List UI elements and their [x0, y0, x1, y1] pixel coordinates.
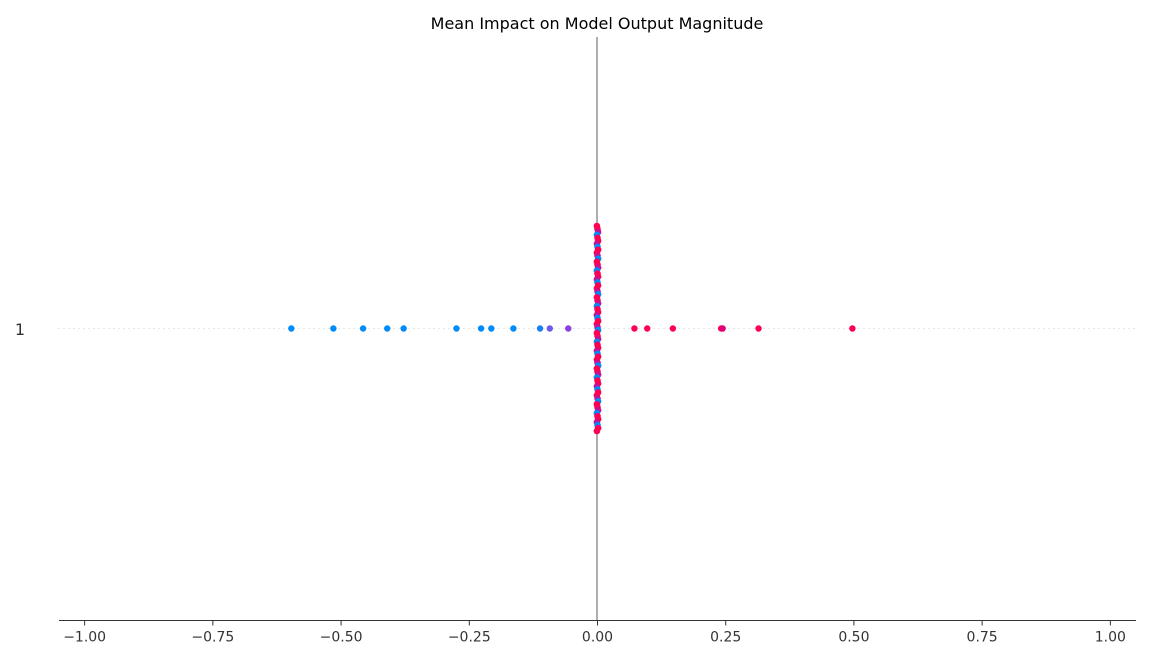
data-point: [565, 325, 572, 332]
x-ticks: −1.00 −0.75 −0.50 −0.25 0.00 0.25 0.50 0.75 1.00: [63, 620, 1126, 646]
x-tick-label: 0.50: [838, 630, 869, 646]
data-points: [288, 325, 856, 332]
x-tick-label: −1.00: [63, 630, 106, 646]
data-point: [488, 325, 495, 332]
data-point: [631, 325, 638, 332]
data-point: [669, 325, 677, 332]
zero-cluster-point: [593, 427, 601, 435]
x-tick-label: 0.75: [967, 630, 998, 646]
x-tick-label: 1.00: [1095, 630, 1126, 646]
zero-cluster: [593, 222, 602, 435]
x-tick-label: −0.25: [448, 630, 491, 646]
data-point: [849, 325, 856, 332]
data-point: [288, 325, 295, 332]
chart-title: Mean Impact on Model Output Magnitude: [431, 14, 764, 33]
x-tick-label: −0.50: [320, 630, 363, 646]
data-point: [536, 325, 544, 332]
data-point: [719, 325, 726, 332]
x-tick-label: 0.25: [710, 630, 741, 646]
x-tick-label: −0.75: [191, 630, 234, 646]
data-point: [546, 325, 554, 332]
x-tick-label: 0.00: [582, 630, 613, 646]
data-point: [400, 325, 407, 332]
data-point: [453, 325, 460, 332]
y-category-label: 1: [15, 320, 25, 339]
data-point: [384, 325, 391, 332]
data-point: [755, 325, 762, 332]
data-point: [330, 325, 337, 332]
data-point: [359, 325, 367, 332]
data-point: [510, 325, 517, 332]
data-point: [477, 325, 485, 332]
data-point: [644, 325, 651, 332]
